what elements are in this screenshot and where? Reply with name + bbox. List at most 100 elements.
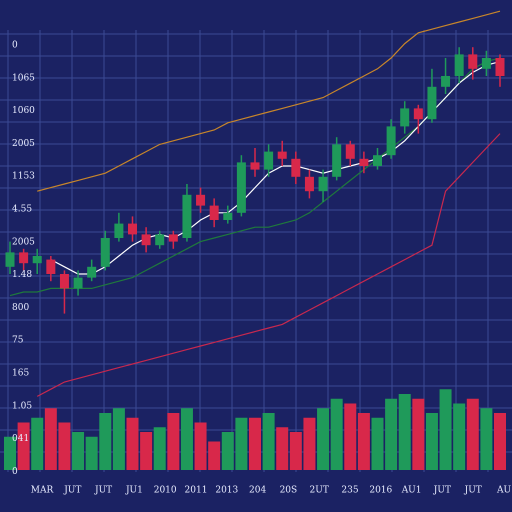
volume-bar bbox=[249, 417, 261, 470]
y-tick-label: 1065 bbox=[12, 73, 35, 83]
candle-body bbox=[250, 162, 260, 170]
candle-body bbox=[141, 234, 151, 246]
volume-bar bbox=[439, 389, 452, 470]
volume-bar bbox=[303, 417, 316, 470]
y-tick-label: 2005 bbox=[12, 237, 35, 247]
volume-bar bbox=[85, 436, 98, 470]
x-tick-label: 2013 bbox=[215, 486, 238, 496]
volume-bar bbox=[494, 413, 506, 470]
volume-bar bbox=[412, 398, 425, 470]
volume-bar bbox=[289, 432, 302, 470]
volume-bar bbox=[153, 427, 166, 470]
x-tick-label: 2UT bbox=[310, 486, 329, 496]
x-tick-label: JUT bbox=[63, 486, 81, 496]
y-tick-label: 75 bbox=[12, 336, 24, 346]
candle-body bbox=[495, 58, 505, 76]
volume-bar bbox=[276, 427, 289, 470]
candle-body bbox=[209, 205, 219, 220]
candle-body bbox=[196, 194, 206, 206]
candle-body bbox=[441, 76, 451, 87]
line bbox=[36, 133, 501, 397]
candle-body bbox=[5, 252, 15, 267]
x-tick-label: AU bbox=[496, 486, 511, 496]
volume-bar bbox=[112, 408, 125, 470]
line bbox=[37, 10, 501, 192]
candle-body bbox=[345, 144, 355, 159]
candle-body bbox=[182, 194, 192, 238]
x-tick-label: JUT bbox=[464, 486, 482, 496]
candle-body bbox=[332, 144, 342, 177]
x-tick-label: MAR bbox=[31, 486, 54, 496]
y-tick-label: 4.55 bbox=[12, 205, 32, 215]
candle-body bbox=[87, 266, 97, 278]
volume-bar bbox=[4, 436, 16, 470]
candle-body bbox=[359, 158, 369, 166]
volume-bar bbox=[357, 413, 370, 470]
y-tick-label: 1.48 bbox=[12, 270, 32, 280]
candle-body bbox=[400, 108, 410, 127]
candle-body bbox=[155, 234, 165, 246]
volume-bar bbox=[371, 417, 384, 470]
candle-body bbox=[427, 86, 437, 120]
x-tick-label: 235 bbox=[341, 486, 358, 496]
volume-bar bbox=[72, 432, 85, 470]
candle-body bbox=[481, 58, 491, 69]
volume-bar bbox=[58, 422, 71, 470]
candle-body bbox=[304, 176, 314, 192]
y-tick-label: 041 bbox=[12, 434, 29, 444]
volume-bar bbox=[480, 408, 493, 470]
volume-bar bbox=[126, 417, 139, 470]
candle-body bbox=[277, 151, 287, 159]
volume-bar bbox=[398, 394, 411, 470]
volume-bar bbox=[167, 413, 180, 470]
volume-bar bbox=[317, 408, 330, 470]
x-tick-label: 204 bbox=[249, 486, 266, 496]
x-tick-label: JU1 bbox=[125, 486, 143, 496]
candle-body bbox=[318, 176, 328, 192]
volume-bar bbox=[425, 413, 438, 470]
candle-body bbox=[386, 126, 396, 156]
x-tick-label: 20S bbox=[280, 486, 298, 496]
x-tick-label: JUT bbox=[94, 486, 112, 496]
volume-bar bbox=[180, 408, 193, 470]
candle-body bbox=[291, 158, 301, 177]
volume-bar bbox=[31, 417, 44, 470]
volume-bar bbox=[330, 398, 343, 470]
y-tick-label: 165 bbox=[12, 369, 29, 379]
volume-bar bbox=[99, 413, 112, 470]
candle-body bbox=[100, 238, 110, 267]
candle-body bbox=[454, 54, 464, 76]
x-tick-label: JUT bbox=[433, 486, 451, 496]
y-tick-label: 0 bbox=[12, 467, 18, 477]
candle-body bbox=[19, 252, 29, 264]
y-tick-label: 2005 bbox=[12, 139, 35, 149]
candle-body bbox=[413, 108, 423, 120]
candle-body bbox=[114, 223, 124, 238]
candle-body bbox=[236, 162, 246, 213]
line bbox=[50, 61, 501, 275]
candle-body bbox=[59, 274, 69, 289]
volume-bar bbox=[235, 417, 248, 470]
y-tick-label: 1153 bbox=[12, 172, 35, 182]
volume-bar bbox=[221, 432, 234, 470]
x-tick-label: 2016 bbox=[369, 486, 392, 496]
candle-body bbox=[223, 212, 233, 220]
y-tick-label: 1.05 bbox=[12, 401, 32, 411]
volume-bar bbox=[208, 441, 221, 470]
x-tick-label: 2010 bbox=[154, 486, 177, 496]
volume-bar bbox=[453, 403, 466, 470]
x-tick-label: 2011 bbox=[185, 486, 208, 496]
candle-body bbox=[373, 155, 382, 166]
volume-bar bbox=[262, 413, 275, 470]
volume-bar bbox=[44, 408, 57, 470]
y-tick-label: 0 bbox=[12, 41, 18, 51]
candle-body bbox=[73, 277, 83, 289]
volume-bar bbox=[344, 403, 357, 470]
candle-body bbox=[128, 223, 137, 235]
candle-body bbox=[264, 151, 274, 170]
volume-bar bbox=[17, 422, 30, 470]
volume-bar bbox=[466, 398, 479, 470]
volume-bar bbox=[194, 422, 207, 470]
y-tick-label: 1060 bbox=[12, 106, 35, 116]
